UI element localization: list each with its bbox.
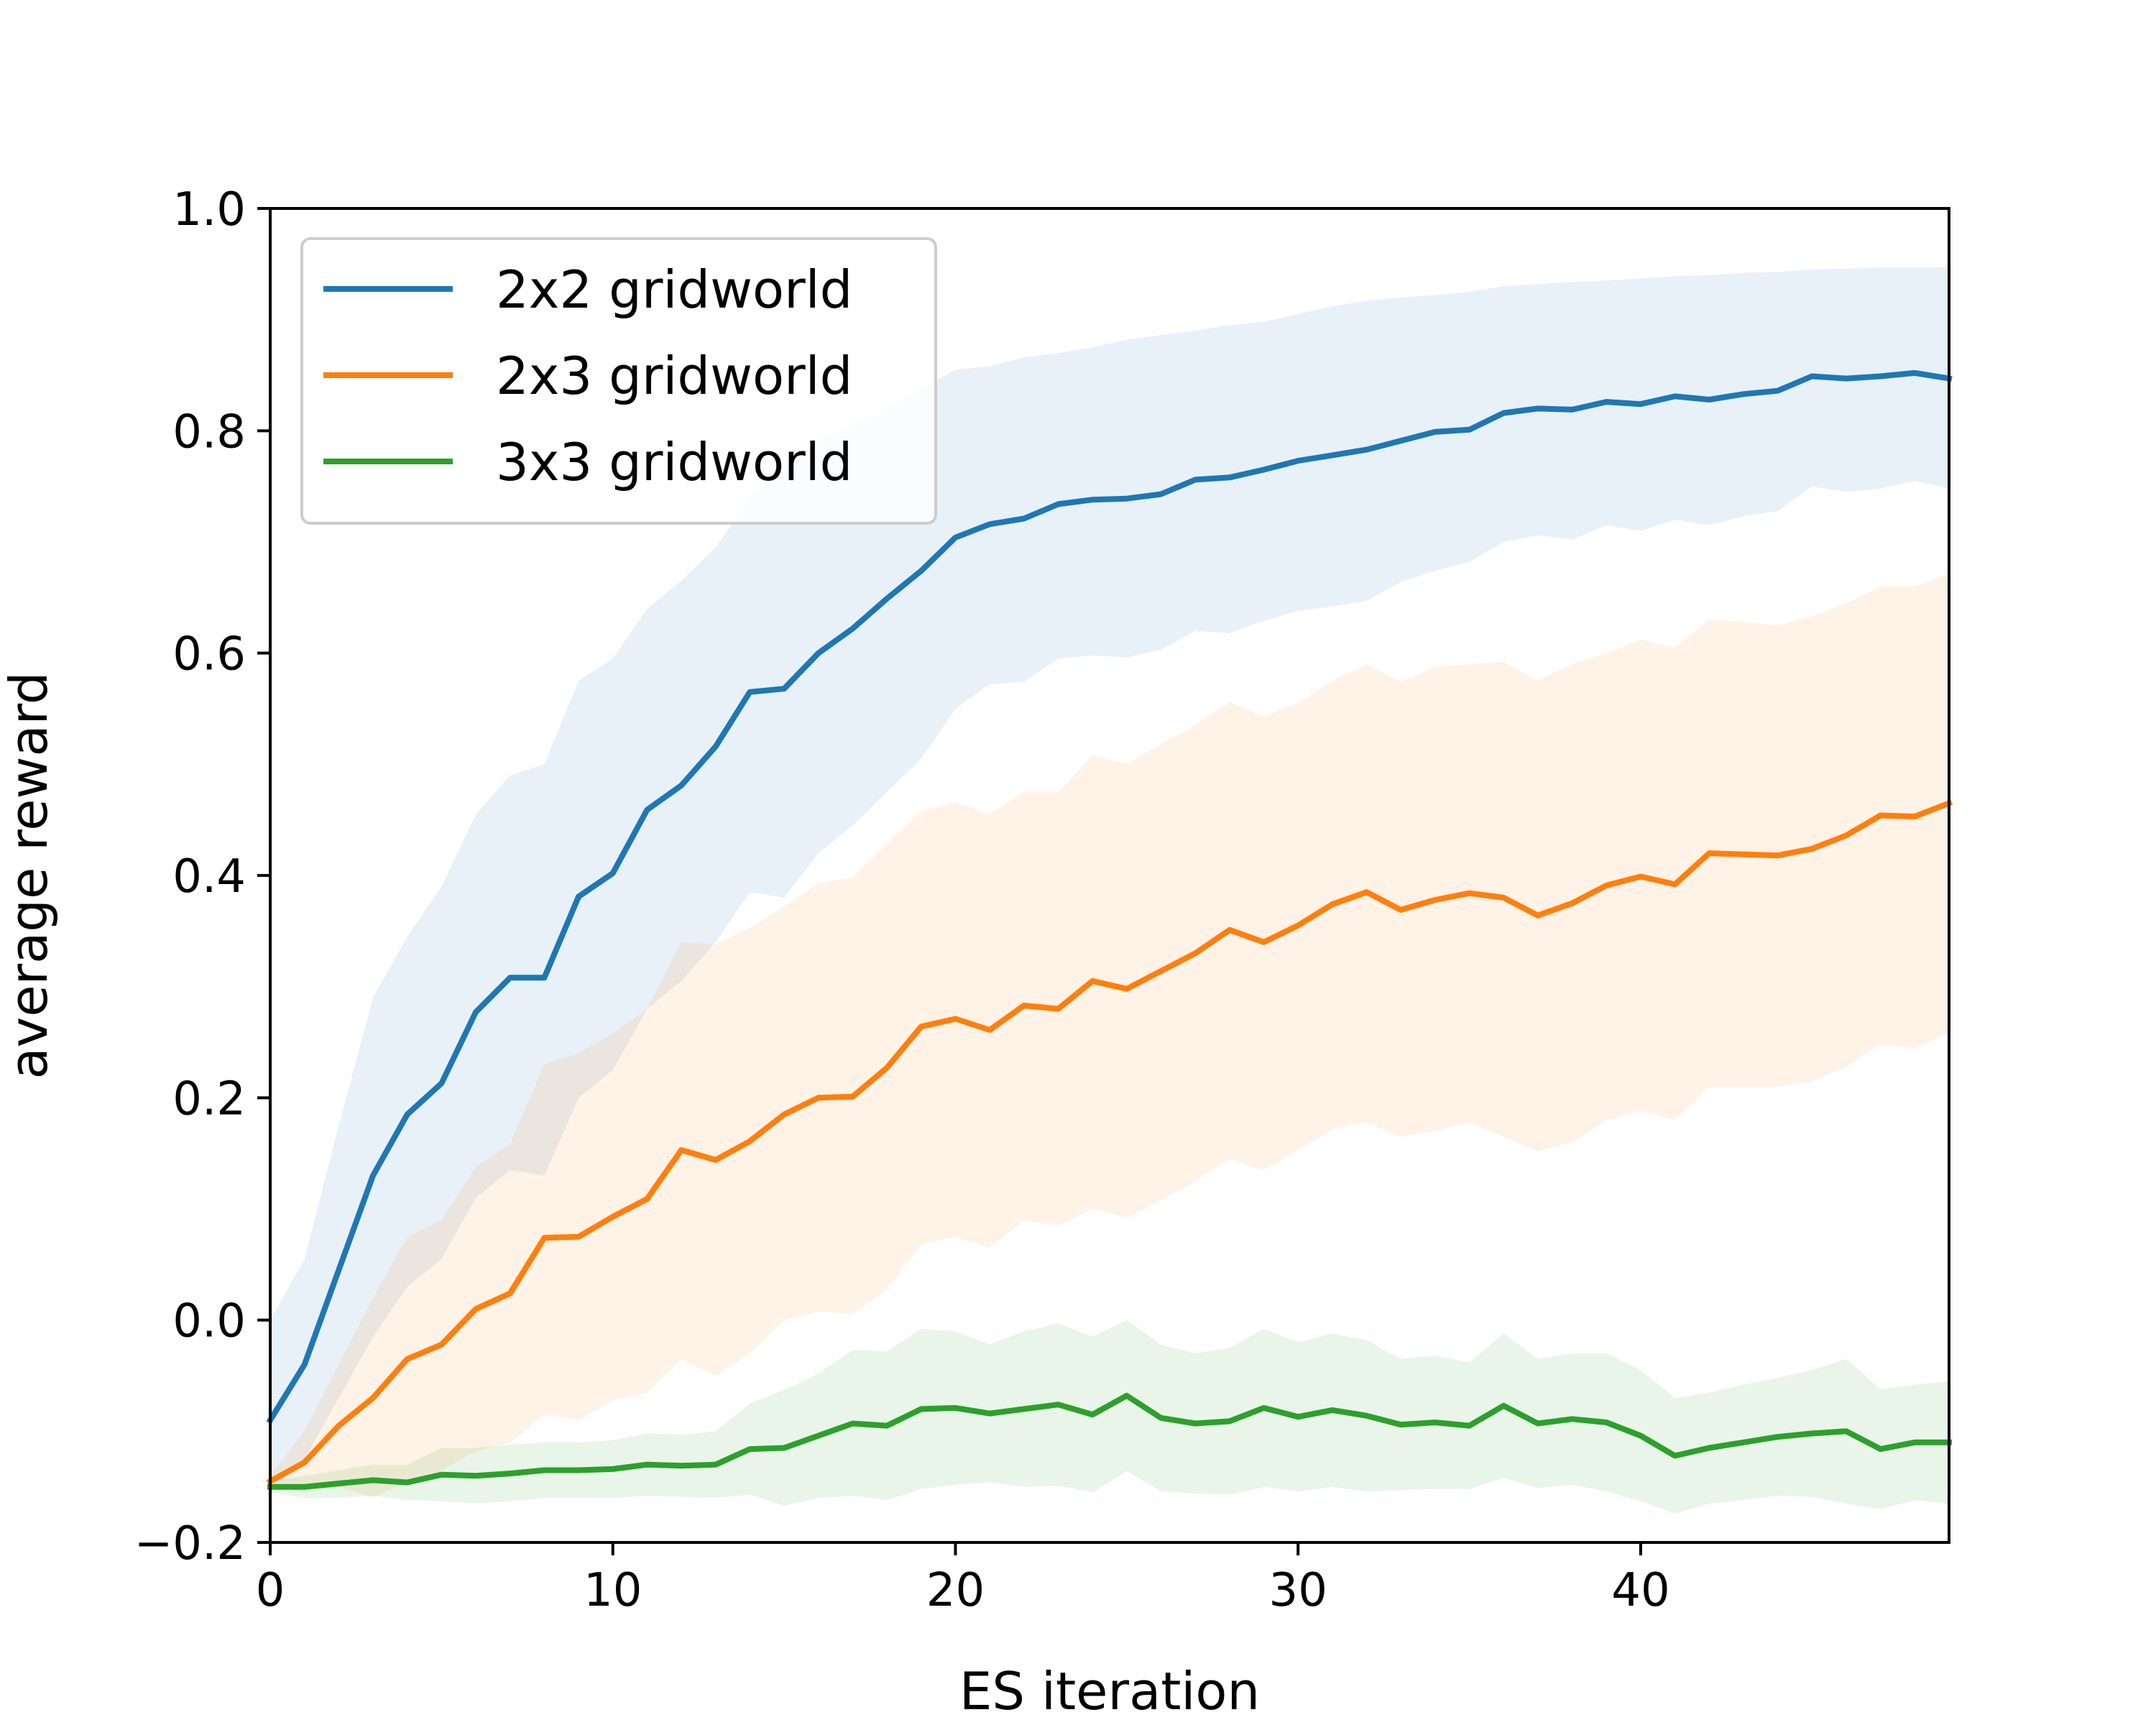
legend-label: 2x3 gridworld bbox=[496, 346, 852, 406]
legend: 2x2 gridworld 2x3 gridworld 3x3 gridworld bbox=[300, 237, 937, 525]
legend-label: 3x3 gridworld bbox=[496, 432, 852, 492]
legend-label: 2x2 gridworld bbox=[496, 259, 852, 320]
y-tick-label: 0.0 bbox=[172, 1295, 246, 1348]
x-tick-label: 40 bbox=[1611, 1564, 1669, 1617]
x-tick-label: 20 bbox=[926, 1564, 985, 1617]
band-series-2 bbox=[270, 573, 1949, 1499]
y-tick-label: 0.2 bbox=[172, 1072, 246, 1126]
y-axis-label: average reward bbox=[0, 672, 59, 1080]
y-tick-label: −0.2 bbox=[134, 1517, 246, 1570]
x-axis-label: ES iteration bbox=[959, 1661, 1260, 1721]
x-tick-label: 0 bbox=[256, 1564, 285, 1617]
x-axis-ticks: 0 10 20 30 40 bbox=[256, 1542, 1670, 1617]
line-series-2 bbox=[266, 799, 1953, 1486]
series-lines bbox=[266, 369, 1953, 1490]
y-axis-ticks: −0.2 0.0 0.2 0.4 0.6 0.8 1.0 bbox=[134, 183, 270, 1570]
legend-box bbox=[300, 237, 937, 525]
y-tick-label: 0.8 bbox=[172, 405, 246, 459]
y-tick-label: 0.6 bbox=[172, 628, 246, 681]
line-series-3 bbox=[267, 1392, 1952, 1490]
x-tick-label: 10 bbox=[584, 1564, 642, 1617]
y-tick-label: 0.4 bbox=[172, 850, 246, 903]
line-series-1 bbox=[266, 369, 1953, 1425]
y-tick-label: 1.0 bbox=[172, 183, 246, 236]
x-tick-label: 30 bbox=[1268, 1564, 1327, 1617]
